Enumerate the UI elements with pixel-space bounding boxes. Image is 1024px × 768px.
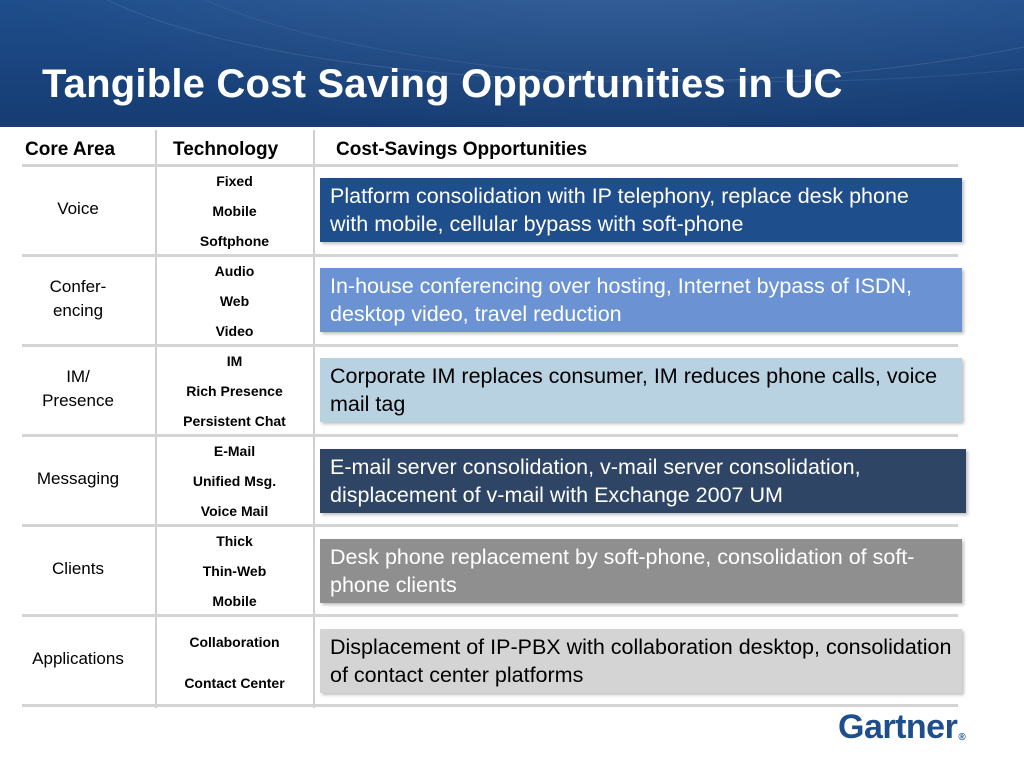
technology-item: Fixed xyxy=(216,173,253,189)
core-area-label: Voice xyxy=(57,199,99,218)
core-area-cell: Clients xyxy=(22,557,134,581)
row-separator xyxy=(22,254,958,257)
savings-box: Displacement of IP-PBX with collaboratio… xyxy=(320,629,962,693)
technology-cell: E-Mail Unified Msg. Voice Mail xyxy=(157,436,312,526)
header-cost-savings: Cost-Savings Opportunities xyxy=(336,139,588,160)
technology-item: Contact Center xyxy=(184,675,285,691)
gartner-logo: Gartner® xyxy=(838,708,966,747)
row-separator xyxy=(22,524,958,527)
technology-item: Unified Msg. xyxy=(192,473,277,489)
savings-box: Platform consolidation with IP telephony… xyxy=(320,178,962,242)
core-area-label: Clients xyxy=(52,559,104,578)
column-divider-1 xyxy=(155,130,157,708)
technology-cell: Audio Web Video xyxy=(157,256,312,346)
technology-item: Collaboration xyxy=(189,634,280,650)
core-area-cell: Applications xyxy=(22,647,134,671)
gartner-logo-text: Gartner xyxy=(838,708,958,746)
technology-item: Thick xyxy=(216,533,253,549)
technology-item: E-Mail xyxy=(213,443,256,459)
technology-cell: Thick Thin-Web Mobile xyxy=(157,526,312,616)
technology-item: Audio xyxy=(214,263,255,279)
row-separator xyxy=(22,704,958,707)
row-separator xyxy=(22,434,958,437)
technology-item: IM xyxy=(226,353,243,369)
core-area-label: Messaging xyxy=(36,469,120,488)
column-divider-2 xyxy=(313,130,315,708)
row-separator xyxy=(22,344,958,347)
registered-mark: ® xyxy=(958,732,966,743)
technology-item: Mobile xyxy=(212,203,257,219)
core-area-cell: Messaging xyxy=(22,467,134,491)
title-banner: Tangible Cost Saving Opportunities in UC xyxy=(0,0,1024,127)
technology-item: Voice Mail xyxy=(200,503,269,519)
savings-box: Corporate IM replaces consumer, IM reduc… xyxy=(320,358,962,422)
header-separator xyxy=(22,164,958,167)
technology-item: Rich Presence xyxy=(186,383,283,399)
technology-item: Persistent Chat xyxy=(183,413,286,429)
core-area-cell: Voice xyxy=(22,197,134,221)
core-area-label: Presence xyxy=(42,391,114,410)
technology-cell: Fixed Mobile Softphone xyxy=(157,166,312,256)
technology-item: Mobile xyxy=(212,593,257,609)
core-area-cell: Confer-encing xyxy=(22,275,134,323)
header-technology: Technology xyxy=(173,139,279,160)
savings-box: Desk phone replacement by soft-phone, co… xyxy=(320,539,962,603)
technology-cell: IM Rich Presence Persistent Chat xyxy=(157,346,312,436)
core-area-cell: IM/Presence xyxy=(22,365,134,413)
row-separator xyxy=(22,614,958,617)
savings-box: E-mail server consolidation, v-mail serv… xyxy=(320,449,966,513)
slide-title: Tangible Cost Saving Opportunities in UC xyxy=(42,62,843,106)
technology-item: Softphone xyxy=(199,233,270,249)
savings-box: In-house conferencing over hosting, Inte… xyxy=(320,268,962,332)
technology-item: Thin-Web xyxy=(202,563,267,579)
core-area-label: Applications xyxy=(32,649,124,668)
core-area-label: IM/ xyxy=(66,367,90,386)
core-area-label: encing xyxy=(52,301,104,320)
core-area-label: Confer- xyxy=(49,277,107,296)
technology-item: Video xyxy=(215,323,254,339)
technology-cell: Collaboration Contact Center xyxy=(157,622,312,704)
header-core-area: Core Area xyxy=(25,139,116,160)
technology-item: Web xyxy=(219,293,250,309)
